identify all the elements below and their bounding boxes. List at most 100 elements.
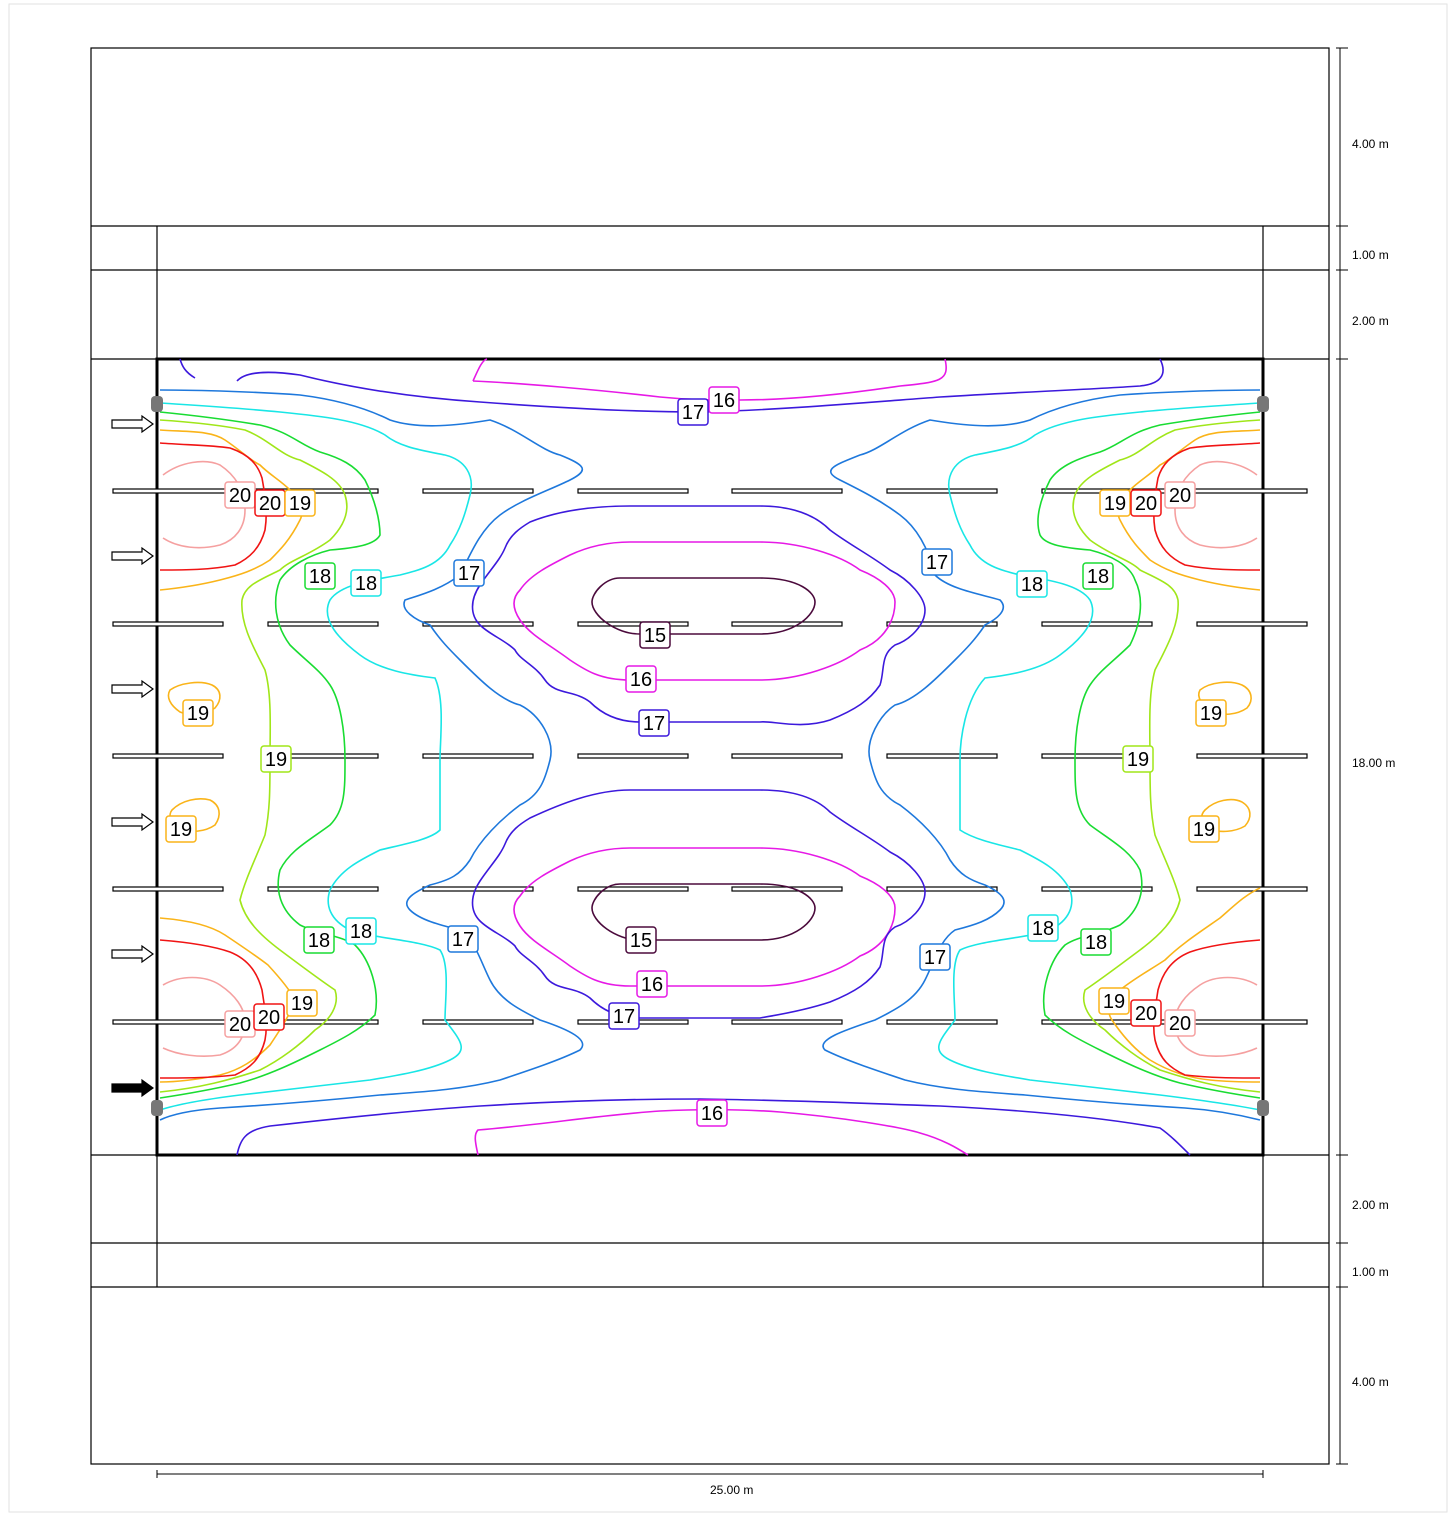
isoline-label: 17 [447, 925, 479, 953]
isoline-label-text: 19 [1103, 991, 1125, 1013]
isoline-label-text: 18 [355, 573, 377, 595]
isoline-label-text: 17 [924, 947, 946, 969]
isoline-label-text: 18 [308, 930, 330, 952]
isoline-labels: 16 17 20 20 19 19 20 20 18 18 17 17 18 18 15 16 17 19 19 19… [165, 386, 1227, 1127]
isoline-15 [591, 883, 816, 941]
luminaire-dash [1196, 621, 1308, 627]
isoline-label: 18 [1080, 928, 1112, 956]
isoline-label-text: 17 [643, 713, 665, 735]
arrow-right-icon [111, 679, 155, 699]
isoline-label: 20 [224, 1010, 256, 1038]
luminaire-dash [731, 753, 843, 759]
isoline-label: 18 [1027, 914, 1059, 942]
isoline-label-text: 17 [926, 552, 948, 574]
isoline-label-text: 19 [1200, 703, 1222, 725]
isoline-20 [159, 939, 268, 1079]
isoline-label-text: 17 [452, 929, 474, 951]
isoline-label: 19 [1099, 489, 1131, 517]
isoline-label: 19 [1195, 699, 1227, 727]
isoline-label: 19 [260, 745, 292, 773]
arrow-right-icon [111, 812, 155, 832]
isoline-label: 18 [1016, 570, 1048, 598]
luminaire-dash [577, 753, 689, 759]
isoline-17 [179, 358, 1164, 413]
luminaire-dash [577, 621, 689, 627]
isoline-label: 20 [1130, 489, 1162, 517]
isoline-label-text: 20 [258, 1007, 280, 1029]
isoline-15 [591, 577, 816, 635]
isoline-label-text: 19 [1193, 819, 1215, 841]
isoline-label-text: 20 [1135, 1003, 1157, 1025]
isoline-label: 17 [921, 548, 953, 576]
isoline-label-text: 16 [641, 974, 663, 996]
isoline-label: 18 [303, 926, 335, 954]
isoline-label: 19 [165, 815, 197, 843]
isoline-17 [471, 505, 926, 726]
isoline-label: 15 [625, 926, 657, 954]
isoline-label: 20 [254, 489, 286, 517]
luminaires [112, 488, 1308, 1025]
isoline-18b [159, 411, 381, 1099]
isoline-label: 18 [345, 917, 377, 945]
luminaire-dash [422, 886, 534, 892]
luminaire-dash [886, 621, 998, 627]
luminaire-dash [731, 621, 843, 627]
isoline-label-text: 20 [259, 493, 281, 515]
dimension-lines [156, 47, 1348, 1478]
dimension-label: 1.00 m [1352, 248, 1389, 262]
isoline-16 [472, 358, 947, 401]
isoline-20 [1152, 939, 1261, 1079]
isoline-17b [822, 389, 1261, 1121]
luminaire-dash [886, 886, 998, 892]
isoline-17b [159, 389, 584, 1121]
isoline-label-text: 16 [630, 669, 652, 691]
direction-arrows [111, 414, 155, 1098]
dimension-label: 18.00 m [1352, 756, 1395, 770]
dimension-label: 2.00 m [1352, 314, 1389, 328]
isoline-18 [159, 402, 472, 1111]
isoline-label-text: 18 [1032, 918, 1054, 940]
isoline-17 [236, 1098, 1191, 1156]
isoline-label-text: 20 [1169, 1013, 1191, 1035]
outer-boundary [90, 47, 1330, 1465]
isoline-label: 19 [1188, 815, 1220, 843]
dimension-label: 4.00 m [1352, 1375, 1389, 1389]
isoline-label-text: 16 [713, 390, 735, 412]
luminaire-dash [731, 1019, 843, 1025]
isoline-18 [938, 402, 1261, 1111]
isoline-20b [1174, 460, 1258, 549]
isoline-label-text: 20 [229, 485, 251, 507]
pole-marker [1257, 396, 1269, 412]
isoline-label-text: 19 [187, 703, 209, 725]
isoline-label-text: 19 [170, 819, 192, 841]
isoline-label-text: 19 [291, 993, 313, 1015]
arrow-right-icon [111, 414, 155, 434]
luminaire-dash [1041, 621, 1153, 627]
isoline-label: 19 [284, 489, 316, 517]
isoline-label-text: 18 [1087, 566, 1109, 588]
luminaire-dash [422, 753, 534, 759]
isoline-label-text: 19 [1127, 749, 1149, 771]
isoline-label: 17 [919, 943, 951, 971]
page-frame [8, 3, 1448, 1513]
isoline-label-text: 18 [1021, 574, 1043, 596]
isoline-label: 17 [453, 559, 485, 587]
isoline-label: 16 [708, 386, 740, 414]
pole-marker [151, 396, 163, 412]
isoline-label: 19 [182, 699, 214, 727]
pole-marker [1257, 1100, 1269, 1116]
isoline-label-text: 20 [229, 1014, 251, 1036]
isoline-20b [162, 460, 246, 549]
isoline-label: 20 [1164, 481, 1196, 509]
isoline-label-text: 20 [1135, 493, 1157, 515]
luminaire-dash [577, 488, 689, 494]
isoline-label: 19 [1098, 987, 1130, 1015]
isoline-label-text: 17 [458, 563, 480, 585]
isoline-label-text: 18 [309, 566, 331, 588]
isoline-label: 15 [639, 621, 671, 649]
isolines [159, 358, 1261, 1156]
isoline-label: 16 [625, 665, 657, 693]
dimension-label: 25.00 m [710, 1483, 753, 1497]
